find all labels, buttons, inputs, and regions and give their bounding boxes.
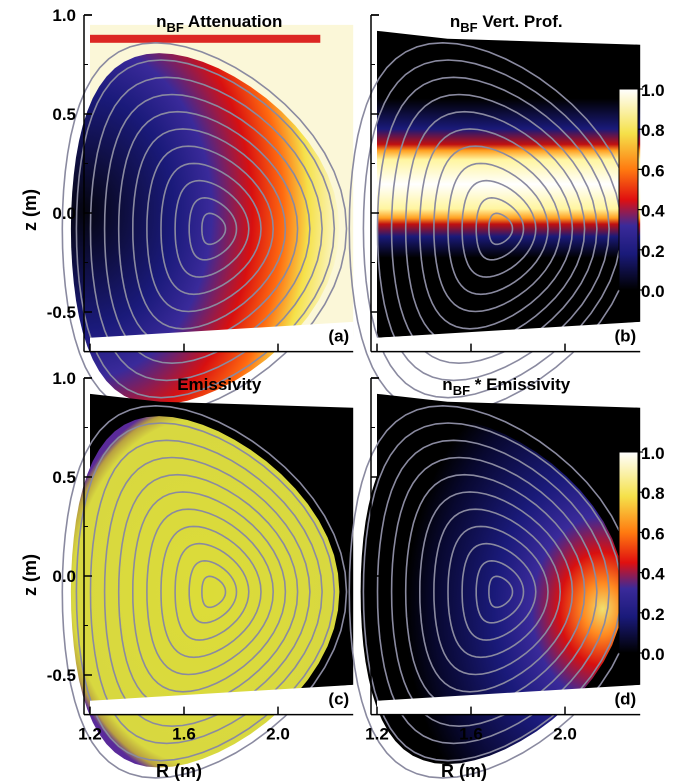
flux-contour [174, 179, 250, 278]
x-axis-label: R (m) [156, 761, 202, 781]
flux-contour [131, 128, 287, 330]
flux-contour [461, 542, 537, 641]
flux-contour [488, 212, 514, 246]
flux-contour [75, 59, 336, 399]
flux-contour [201, 212, 227, 246]
flux-contour [160, 525, 262, 659]
flux-contour [362, 59, 623, 399]
bottom-mask [377, 684, 641, 715]
flux-contour [160, 162, 262, 296]
colorbar-tick-label: 0.2 [641, 242, 665, 261]
flux-contour [447, 525, 549, 659]
attenuation-heatmap [70, 53, 340, 405]
colorbar-tick-label: 0.0 [641, 645, 665, 664]
colorbar-tick-label: 1.0 [641, 444, 665, 463]
colorbar-tick-label: 0.8 [641, 484, 665, 503]
colorbar-tick-label: 0.2 [641, 605, 665, 624]
y-axis-label: z (m) [20, 554, 40, 596]
colorbar-tick-label: 0.8 [641, 121, 665, 140]
x-tick-label: 1.2 [365, 725, 389, 744]
y-tick-label: -0.5 [47, 303, 76, 322]
bottom-mask [90, 321, 354, 352]
panel-title: nBF Vert. Prof. [450, 12, 563, 35]
flux-contour [188, 196, 238, 261]
x-tick-label: 1.6 [172, 725, 196, 744]
x-tick-label: 1.2 [78, 725, 102, 744]
product-heatmap [360, 419, 624, 765]
panel-title: Emissivity [177, 375, 262, 394]
flux-contour [89, 439, 323, 745]
y-tick-label: 0.0 [52, 567, 76, 586]
flux-contour [418, 491, 574, 693]
colorbar [618, 88, 639, 291]
colorbar-tick-label: 0.4 [641, 565, 665, 584]
flux-contour [461, 179, 537, 278]
flux-contours [348, 404, 635, 779]
y-axis-label: z (m) [20, 189, 40, 231]
y-tick-label: -0.5 [47, 666, 76, 685]
flux-contour [447, 162, 549, 296]
colorbar-tick-label: 0.6 [641, 524, 665, 543]
flux-contour [146, 145, 275, 313]
flux-contour [61, 41, 348, 416]
colorbar [618, 451, 639, 654]
y-tick-label: 1.0 [52, 6, 76, 25]
panel-title: nBF Attenuation [156, 12, 282, 35]
panel-tag: (a) [328, 327, 349, 346]
y-tick-label: 1.0 [52, 369, 76, 388]
panel-tag: (b) [614, 327, 636, 346]
panel-a: 1.0 0.5 0.0 -0.5 nBF Attenuation (a) [47, 6, 354, 416]
panel-d: 1.2 1.6 2.0 nBF * Emissivity (d) 1.0 0.8 0.6 0.4… [348, 375, 665, 779]
y-tick-label: 0.0 [52, 204, 76, 223]
panel-b: nBF Vert. Prof. (b) 1.0 0.8 0.6 0.4 0.2 0.0 [348, 12, 665, 416]
panel-tag: (d) [614, 690, 636, 709]
flux-contour [75, 422, 336, 762]
bottom-mask [90, 684, 354, 715]
flux-contour [433, 508, 562, 676]
flux-contour [131, 491, 287, 693]
x-tick-label: 1.6 [459, 725, 483, 744]
flux-contour [376, 439, 610, 745]
flux-contour [433, 145, 562, 313]
flux-contour [89, 76, 323, 382]
flux-contour [488, 575, 514, 609]
flux-contour [61, 404, 348, 779]
colorbar-tick-label: 0.6 [641, 161, 665, 180]
x-tick-label: 2.0 [553, 725, 577, 744]
flux-contour [362, 422, 623, 762]
y-tick-label: 0.5 [52, 105, 76, 124]
flux-contour [348, 41, 635, 416]
colorbar-tick-label: 0.4 [641, 202, 665, 221]
colorbar-tick-label: 1.0 [641, 81, 665, 100]
flux-contour [376, 76, 610, 382]
attenuation-top-band [90, 34, 321, 43]
x-tick-label: 2.0 [266, 725, 290, 744]
colorbar-tick-label: 0.0 [641, 282, 665, 301]
x-axis-label: R (m) [441, 761, 487, 781]
flux-contour [418, 128, 574, 330]
panel-title: nBF * Emissivity [442, 375, 570, 398]
flux-contour [348, 404, 635, 779]
bottom-mask [377, 321, 641, 352]
flux-contour [188, 559, 238, 624]
flux-contour [475, 196, 525, 261]
flux-contour [174, 542, 250, 641]
flux-contour [201, 575, 227, 609]
emissivity-heatmap [70, 416, 340, 768]
flux-contour [475, 559, 525, 624]
panel-c: 1.0 0.5 0.0 -0.5 1.2 1.6 2.0 Emissivity (c) [47, 369, 354, 779]
flux-contour [146, 508, 275, 676]
y-tick-label: 0.5 [52, 468, 76, 487]
panel-tag: (c) [328, 690, 349, 709]
